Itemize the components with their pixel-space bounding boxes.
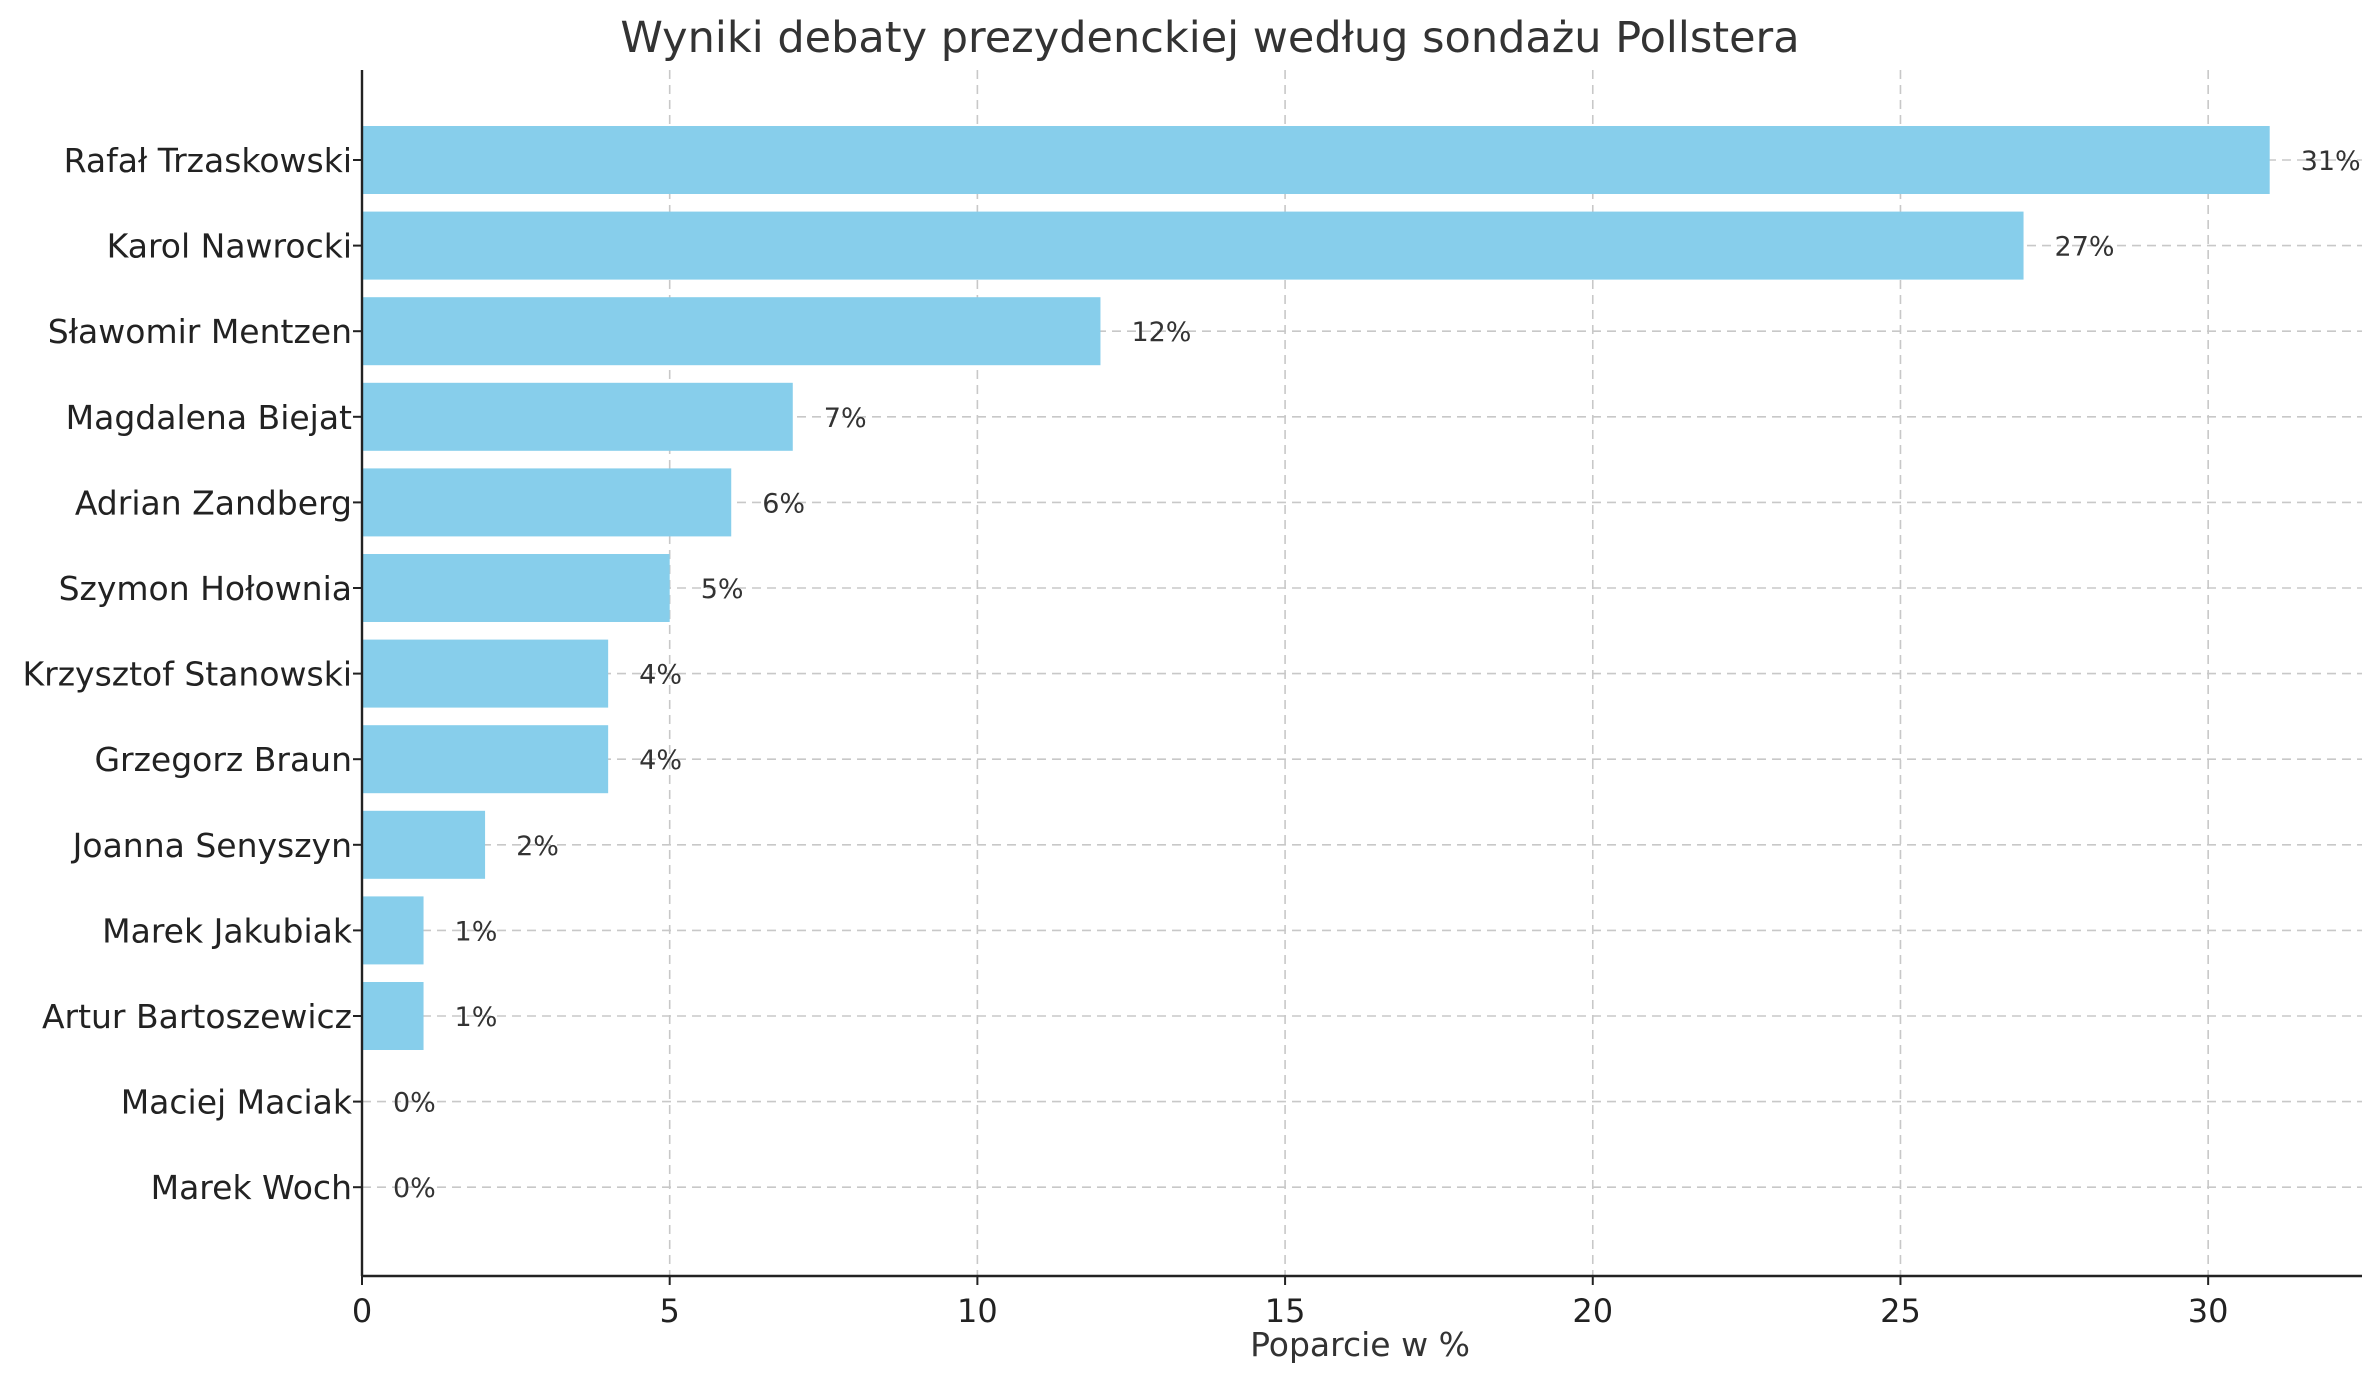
bar-value-label: 5% (701, 574, 744, 605)
bar-value-label: 4% (639, 745, 682, 776)
category-label: Krzysztof Stanowski (23, 655, 352, 694)
x-tick-label: 20 (1572, 1292, 1613, 1330)
category-labels: Rafał Trzaskowski Karol Nawrocki Sławomir … (23, 141, 362, 1207)
x-tick-label: 15 (1265, 1292, 1306, 1330)
x-axis-label: Poparcie w % (1250, 1325, 1470, 1364)
category-label: Magdalena Biejat (66, 398, 352, 437)
x-tick-label: 25 (1880, 1292, 1921, 1330)
bar (362, 725, 609, 794)
category-label: Artur Bartoszewicz (42, 997, 352, 1036)
category-label: Maciej Maciak (121, 1083, 353, 1122)
category-label: Karol Nawrocki (107, 227, 352, 266)
category-label: Sławomir Mentzen (48, 312, 352, 351)
bar (362, 639, 609, 708)
bar (362, 211, 2024, 280)
chart-title: Wyniki debaty prezydenckiej według sonda… (620, 13, 1799, 63)
category-label: Rafał Trzaskowski (64, 141, 352, 180)
x-tick-label: 5 (660, 1292, 680, 1330)
category-label: Grzegorz Braun (94, 740, 352, 779)
grid (362, 70, 2362, 1276)
category-label: Marek Jakubiak (102, 911, 353, 950)
bar (362, 297, 1101, 366)
bar-value-label: 0% (393, 1173, 436, 1204)
bar (362, 126, 2270, 194)
category-label: Adrian Zandberg (75, 483, 352, 522)
category-label: Szymon Hołownia (59, 569, 352, 608)
bar-value-label: 6% (762, 488, 805, 519)
bar-value-label: 1% (455, 1002, 498, 1033)
bar-value-label: 27% (2055, 232, 2115, 263)
bar-value-label: 12% (1131, 317, 1191, 348)
category-label: Marek Woch (151, 1168, 352, 1207)
category-label: Joanna Senyszyn (71, 826, 352, 865)
bar-value-label: 0% (393, 1088, 436, 1119)
x-tick-label: 30 (2188, 1292, 2229, 1330)
bar-value-label: 31% (2301, 146, 2361, 177)
bar-value-label: 7% (824, 403, 867, 434)
bar (362, 468, 732, 537)
value-labels: 31% 27% 12% 7% 6% 5% 4% 4% 2% 1% 1% 0% 0% (393, 146, 2361, 1204)
bar (362, 810, 486, 879)
x-tick-label: 0 (352, 1292, 372, 1330)
x-axis-ticks: 0 5 10 15 20 25 30 (352, 1276, 2229, 1330)
bars (362, 126, 2270, 1050)
bar-value-label: 1% (455, 916, 498, 947)
bar (362, 554, 670, 622)
bar-value-label: 4% (639, 660, 682, 691)
bar (362, 382, 793, 451)
bar (362, 896, 424, 965)
x-tick-label: 10 (957, 1292, 998, 1330)
bar-value-label: 2% (516, 831, 559, 862)
bar (362, 982, 424, 1050)
